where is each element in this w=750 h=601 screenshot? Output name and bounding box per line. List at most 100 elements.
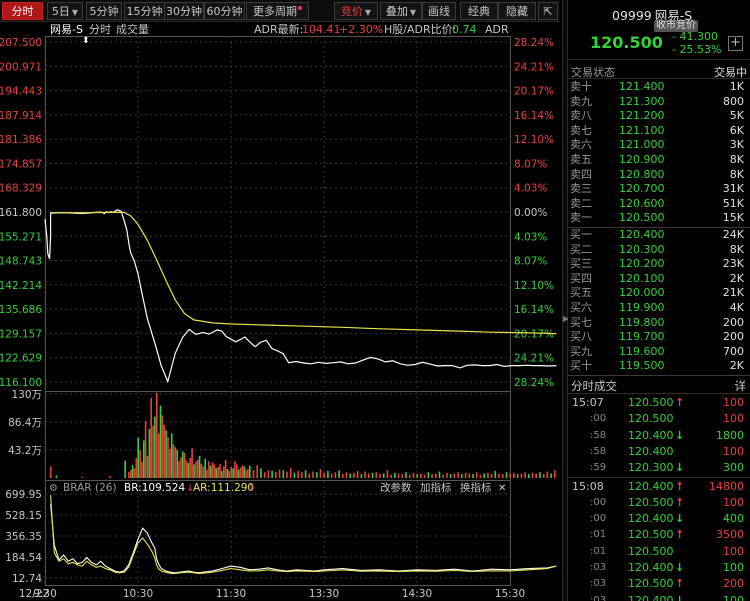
- bid-level-row[interactable]: 买六 119.900 4K: [568, 301, 750, 316]
- bid-level-row[interactable]: 买一 120.400 24K: [568, 228, 750, 243]
- settings-icon[interactable]: ⚙: [49, 483, 58, 494]
- close-icon[interactable]: ✕: [498, 483, 506, 494]
- volume-bar: [442, 474, 444, 478]
- price-tick-label: 161.800: [0, 207, 42, 219]
- trade-row[interactable]: :00 120.500 100: [568, 411, 750, 427]
- level-price: 119.800: [619, 315, 665, 329]
- tab-intraday[interactable]: 分时: [2, 2, 43, 20]
- level-label: 买五: [570, 286, 592, 300]
- draw-line-button[interactable]: 画线: [422, 2, 456, 20]
- ask-level-row[interactable]: 卖二 120.600 51K: [568, 197, 750, 212]
- hide-button[interactable]: 隐藏: [498, 2, 536, 20]
- ask-level-row[interactable]: 卖六 121.000 3K: [568, 138, 750, 153]
- classic-button[interactable]: 经典: [460, 2, 498, 20]
- auction-button[interactable]: 竞价 ▼: [334, 2, 378, 20]
- trade-row[interactable]: 15:07 120.500 ↑ 100: [568, 395, 750, 411]
- arrow-down-icon: ↓: [675, 561, 685, 574]
- volume-bar: [211, 462, 214, 478]
- ask-level-row[interactable]: 卖五 120.900 8K: [568, 153, 750, 168]
- bid-level-row[interactable]: 买四 120.100 2K: [568, 272, 750, 287]
- quote-panel: 09999 网易-S 收市竞价 120.500 - 41.300 - 25.53%…: [568, 0, 750, 601]
- tab-more-periods[interactable]: 更多周期: [246, 2, 309, 20]
- volume-bar: [144, 421, 147, 478]
- percent-tick-label: 12.10%: [514, 134, 554, 146]
- chart-volume-label: 成交量: [116, 22, 149, 36]
- level-price: 121.300: [619, 94, 665, 108]
- percent-tick-label: 12.10%: [514, 280, 554, 292]
- trade-row[interactable]: :59 120.300 ↓ 300: [568, 460, 750, 476]
- ask-level-row[interactable]: 卖一 120.500 15K: [568, 211, 750, 226]
- bid-level-row[interactable]: 买二 120.300 8K: [568, 243, 750, 258]
- tab-30min[interactable]: 30分钟: [164, 2, 204, 20]
- bid-level-row[interactable]: 买十 119.500 2K: [568, 359, 750, 374]
- chart-mode-label: 分时: [89, 23, 111, 36]
- volume-bar: [271, 470, 273, 478]
- add-watchlist-button[interactable]: +: [728, 36, 743, 51]
- trading-status-row: 交易状态 交易中: [568, 61, 750, 79]
- bid-level-row[interactable]: 买三 120.200 23K: [568, 257, 750, 272]
- trade-row[interactable]: :00 120.400 ↓ 400: [568, 511, 750, 527]
- trade-row[interactable]: :03 120.400 ↓ 100: [568, 593, 750, 601]
- crosshair-pin-icon[interactable]: ⬍: [82, 36, 90, 46]
- trade-row[interactable]: :03 120.500 ↑ 200: [568, 576, 750, 592]
- time-axis: 12/229:30 10:30 11:30 13:30 14:30 15:30: [19, 588, 525, 600]
- change-params-link[interactable]: 改参数: [380, 481, 412, 494]
- time-tick-label: 10:30: [123, 588, 153, 600]
- trade-time: :00: [590, 513, 607, 525]
- volume-bar: [124, 460, 126, 478]
- trade-volume: 100: [723, 593, 744, 601]
- ask-level-row[interactable]: 卖八 121.200 5K: [568, 109, 750, 124]
- ask-level-row[interactable]: 卖四 120.800 8K: [568, 168, 750, 183]
- trade-row[interactable]: :00 120.500 ↑ 100: [568, 495, 750, 511]
- panel-splitter[interactable]: ▶: [562, 0, 570, 601]
- volume-bar: [364, 471, 366, 478]
- trade-row[interactable]: :01 120.500 ↑ 3500: [568, 527, 750, 543]
- trade-volume: 1800: [716, 428, 744, 442]
- level-volume: 8K: [729, 167, 744, 181]
- volume-bar: [191, 448, 193, 478]
- volume-bar: [483, 473, 485, 478]
- volume-bar: [156, 392, 158, 478]
- trade-row[interactable]: 15:08 120.400 ↑ 14800: [568, 479, 750, 495]
- trade-row[interactable]: :58 120.400 100: [568, 444, 750, 460]
- trades-minute-divider: [568, 477, 750, 478]
- percent-tick-label: 8.07%: [514, 158, 547, 170]
- tab-5day[interactable]: 5日 ▼: [47, 2, 83, 20]
- average-price-line: [50, 211, 557, 335]
- bid-level-row[interactable]: 买八 119.700 200: [568, 330, 750, 345]
- volume-bar: [209, 465, 212, 478]
- tab-60min[interactable]: 60分钟: [204, 2, 245, 20]
- trade-price: 120.500: [628, 495, 674, 509]
- ask-level-row[interactable]: 卖十 121.400 1K: [568, 80, 750, 95]
- intraday-chart[interactable]: 网易-S 分时 成交量 ADR最新: 104.41 +2.30% H股/ADR比…: [0, 22, 562, 601]
- bid-level-row[interactable]: 买七 119.800 200: [568, 316, 750, 331]
- ask-level-row[interactable]: 卖三 120.700 31K: [568, 182, 750, 197]
- trade-row[interactable]: :03 120.400 ↓ 100: [568, 560, 750, 576]
- trade-price: 120.400: [628, 428, 674, 442]
- volume-bar: [349, 473, 351, 478]
- overlay-button[interactable]: 叠加 ▼: [380, 2, 422, 20]
- trade-volume: 400: [723, 512, 744, 526]
- ask-level-row[interactable]: 卖九 121.300 800: [568, 95, 750, 110]
- collapse-arrow-icon[interactable]: ▶: [563, 314, 570, 323]
- switch-indicator-link[interactable]: 换指标: [460, 481, 492, 494]
- volume-bar: [217, 467, 219, 478]
- chart-area[interactable]: 网易-S 分时 成交量 ADR最新: 104.41 +2.30% H股/ADR比…: [0, 22, 562, 601]
- bid-level-row[interactable]: 买五 120.000 21K: [568, 286, 750, 301]
- bid-level-row[interactable]: 买九 119.600 700: [568, 345, 750, 360]
- trades-detail-button[interactable]: 详: [734, 379, 747, 393]
- volume-bar: [338, 470, 340, 478]
- trade-row[interactable]: :58 120.400 ↓ 1800: [568, 428, 750, 444]
- tab-5min[interactable]: 5分钟: [86, 2, 122, 20]
- volume-bar: [494, 470, 497, 478]
- tab-15min[interactable]: 15分钟: [124, 2, 165, 20]
- volume-bar: [223, 466, 225, 478]
- ask-level-row[interactable]: 卖七 121.100 6K: [568, 124, 750, 139]
- volume-bar: [202, 466, 205, 478]
- volume-bar: [141, 461, 143, 478]
- fullscreen-button[interactable]: ⇱: [538, 2, 558, 20]
- trade-row[interactable]: :01 120.500 100: [568, 544, 750, 560]
- level-price: 120.200: [619, 257, 665, 271]
- level-price: 119.500: [619, 359, 665, 373]
- add-indicator-link[interactable]: 加指标: [420, 481, 452, 494]
